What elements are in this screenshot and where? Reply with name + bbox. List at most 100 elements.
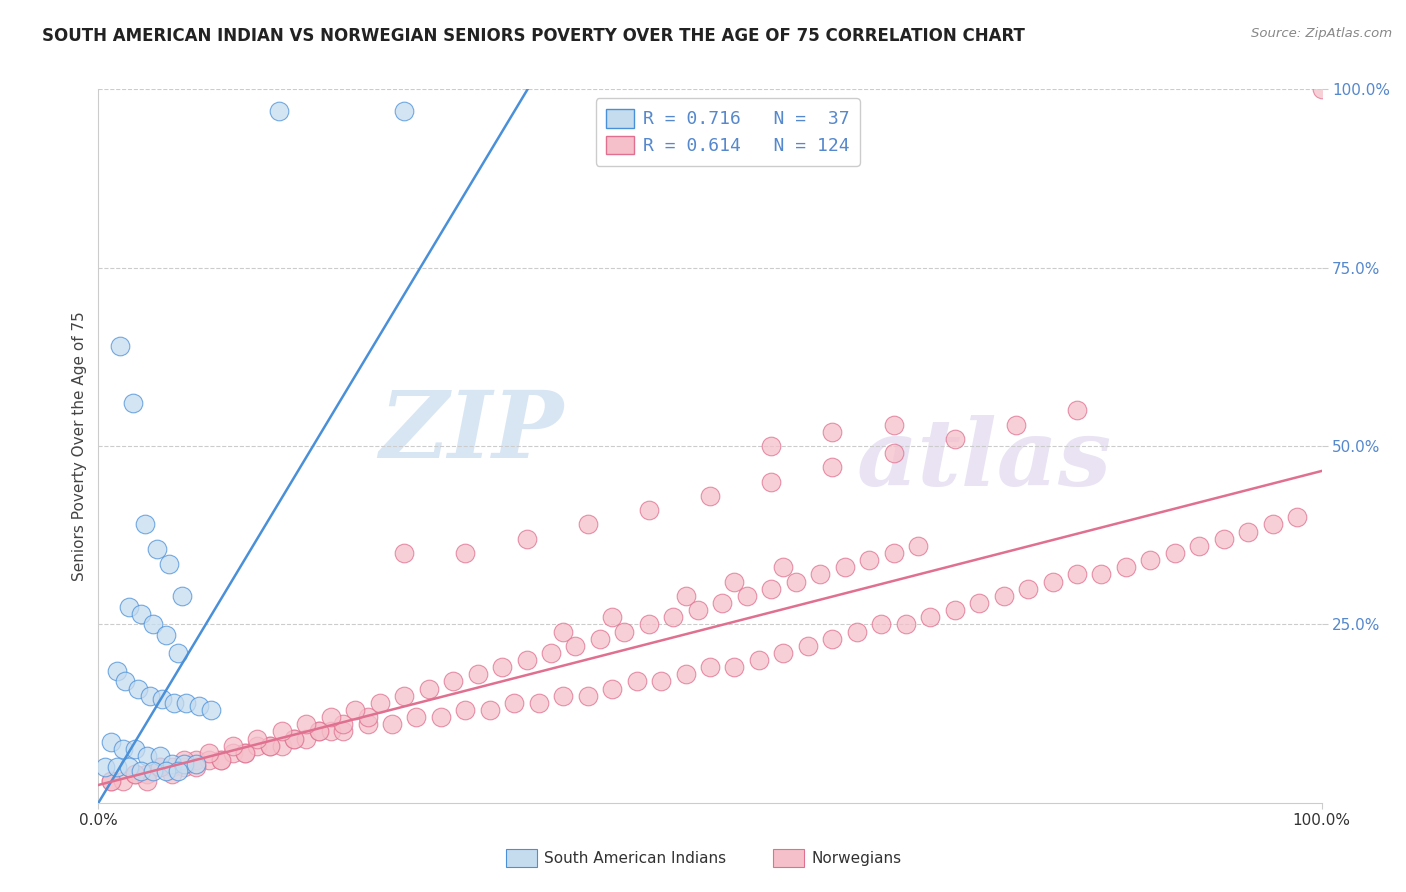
Point	[686, 603, 709, 617]
Point	[381, 717, 404, 731]
Point	[699, 660, 721, 674]
Point	[111, 742, 134, 756]
Point	[319, 710, 342, 724]
Point	[943, 432, 966, 446]
Point	[118, 599, 141, 614]
Point	[920, 610, 942, 624]
Point	[100, 774, 122, 789]
Point	[160, 767, 183, 781]
Point	[136, 774, 159, 789]
Point	[711, 596, 734, 610]
Text: Source: ZipAtlas.com: Source: ZipAtlas.com	[1251, 27, 1392, 40]
Point	[761, 582, 783, 596]
Point	[392, 103, 416, 118]
Point	[173, 760, 195, 774]
Point	[149, 760, 172, 774]
Point	[808, 567, 831, 582]
Point	[821, 425, 844, 439]
Point	[209, 753, 232, 767]
Point	[167, 646, 190, 660]
Point	[246, 739, 269, 753]
Point	[735, 589, 758, 603]
Point	[1066, 403, 1088, 417]
Point	[785, 574, 807, 589]
Point	[93, 760, 115, 774]
Point	[105, 664, 128, 678]
Point	[114, 674, 136, 689]
Text: atlas: atlas	[856, 416, 1112, 505]
Point	[129, 607, 152, 621]
Point	[233, 746, 256, 760]
Point	[118, 760, 141, 774]
Point	[157, 557, 180, 571]
Point	[1237, 524, 1260, 539]
Point	[454, 703, 477, 717]
Point	[246, 731, 269, 746]
Point	[405, 710, 427, 724]
Point	[356, 717, 378, 731]
Point	[553, 624, 575, 639]
Point	[269, 103, 291, 118]
Point	[110, 339, 132, 353]
Point	[270, 724, 294, 739]
Point	[149, 760, 172, 774]
Point	[197, 753, 219, 767]
Text: ZIP: ZIP	[380, 387, 564, 476]
Point	[124, 767, 146, 781]
Point	[1164, 546, 1187, 560]
Point	[1090, 567, 1112, 582]
Point	[650, 674, 672, 689]
Point	[1066, 567, 1088, 582]
Point	[259, 739, 281, 753]
Point	[142, 617, 165, 632]
Point	[146, 542, 169, 557]
Point	[1310, 82, 1333, 96]
Point	[100, 774, 122, 789]
Point	[503, 696, 526, 710]
Point	[626, 674, 648, 689]
Point	[430, 710, 453, 724]
Point	[491, 660, 513, 674]
Text: SOUTH AMERICAN INDIAN VS NORWEGIAN SENIORS POVERTY OVER THE AGE OF 75 CORRELATIO: SOUTH AMERICAN INDIAN VS NORWEGIAN SENIO…	[42, 27, 1025, 45]
Point	[600, 610, 623, 624]
Point	[761, 475, 783, 489]
Text: South American Indians: South American Indians	[544, 852, 727, 866]
Point	[295, 717, 318, 731]
Point	[270, 739, 294, 753]
Point	[821, 460, 844, 475]
Point	[129, 764, 152, 778]
Point	[176, 696, 198, 710]
Point	[160, 756, 183, 771]
Point	[576, 517, 599, 532]
Point	[1261, 517, 1284, 532]
Point	[564, 639, 586, 653]
Legend: R = 0.716   N =  37, R = 0.614   N = 124: R = 0.716 N = 37, R = 0.614 N = 124	[596, 98, 860, 166]
Point	[883, 446, 905, 460]
Point	[186, 760, 208, 774]
Point	[233, 746, 256, 760]
Point	[675, 589, 697, 603]
Point	[332, 724, 354, 739]
Point	[319, 724, 342, 739]
Point	[124, 767, 146, 781]
Point	[1115, 560, 1137, 574]
Point	[186, 756, 208, 771]
Point	[163, 696, 186, 710]
Point	[748, 653, 770, 667]
Point	[127, 681, 149, 696]
Point	[441, 674, 464, 689]
Point	[149, 749, 172, 764]
Point	[662, 610, 685, 624]
Point	[834, 560, 856, 574]
Point	[723, 574, 745, 589]
Point	[392, 689, 416, 703]
Point	[858, 553, 880, 567]
Point	[368, 696, 391, 710]
Point	[1286, 510, 1309, 524]
Point	[527, 696, 550, 710]
Point	[821, 632, 844, 646]
Point	[943, 603, 966, 617]
Point	[553, 689, 575, 703]
Point	[124, 742, 146, 756]
Point	[845, 624, 868, 639]
